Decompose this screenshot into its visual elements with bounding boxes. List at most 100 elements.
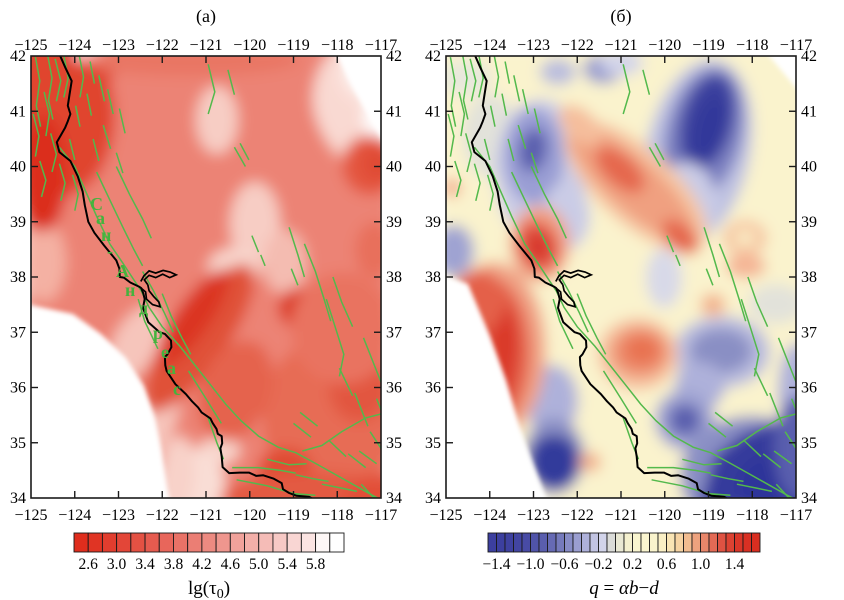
svg-text:С: С	[90, 194, 103, 214]
svg-text:−118: −118	[321, 37, 353, 54]
svg-text:−0.6: −0.6	[550, 556, 578, 573]
svg-text:р: р	[153, 323, 163, 343]
svg-text:38: 38	[10, 269, 26, 286]
svg-text:3.0: 3.0	[107, 556, 127, 573]
svg-text:−123: −123	[102, 507, 135, 524]
svg-text:42: 42	[425, 48, 441, 65]
svg-text:37: 37	[10, 324, 26, 341]
svg-text:35: 35	[386, 435, 402, 452]
svg-text:−120: −120	[648, 37, 681, 54]
svg-text:−122: −122	[561, 37, 594, 54]
svg-text:36: 36	[386, 380, 402, 397]
svg-text:−122: −122	[146, 37, 179, 54]
svg-text:36: 36	[10, 380, 26, 397]
svg-text:1.4: 1.4	[725, 556, 745, 573]
svg-text:−124: −124	[473, 37, 506, 54]
svg-text:5.4: 5.4	[278, 556, 298, 573]
svg-text:35: 35	[10, 435, 26, 452]
svg-text:3.4: 3.4	[135, 556, 155, 573]
svg-text:35: 35	[425, 435, 441, 452]
svg-text:а: а	[167, 358, 176, 378]
svg-text:−117: −117	[365, 37, 397, 54]
svg-text:37: 37	[801, 324, 817, 341]
svg-text:−117: −117	[365, 507, 397, 524]
svg-text:37: 37	[386, 324, 402, 341]
svg-text:5.0: 5.0	[249, 556, 269, 573]
svg-text:с: с	[173, 379, 181, 399]
svg-text:н: н	[101, 225, 111, 245]
svg-text:4.6: 4.6	[221, 556, 241, 573]
svg-text:1.0: 1.0	[691, 556, 711, 573]
svg-text:(а): (а)	[196, 6, 216, 27]
svg-text:36: 36	[425, 380, 441, 397]
svg-text:q = αb−d: q = αb−d	[589, 578, 659, 599]
svg-text:−117: −117	[780, 37, 812, 54]
svg-text:2.6: 2.6	[79, 556, 99, 573]
svg-text:−125: −125	[429, 507, 462, 524]
svg-text:−121: −121	[604, 37, 637, 54]
svg-text:А: А	[116, 261, 129, 281]
svg-text:39: 39	[386, 214, 402, 231]
svg-text:−119: −119	[692, 507, 724, 524]
svg-text:34: 34	[425, 490, 441, 507]
svg-text:е: е	[161, 342, 169, 362]
svg-text:35: 35	[801, 435, 817, 452]
svg-text:0.2: 0.2	[623, 556, 642, 573]
svg-text:34: 34	[386, 490, 402, 507]
svg-text:−119: −119	[692, 37, 724, 54]
svg-text:38: 38	[386, 269, 402, 286]
svg-text:−125: −125	[14, 37, 47, 54]
svg-text:41: 41	[10, 103, 26, 120]
svg-text:−118: −118	[736, 37, 768, 54]
svg-text:38: 38	[801, 269, 817, 286]
svg-text:-: -	[107, 241, 113, 261]
svg-text:н: н	[125, 280, 135, 300]
svg-text:0.6: 0.6	[657, 556, 677, 573]
svg-text:−124: −124	[58, 507, 91, 524]
svg-text:37: 37	[425, 324, 441, 341]
svg-text:41: 41	[425, 103, 441, 120]
svg-text:5.8: 5.8	[306, 556, 326, 573]
svg-text:−120: −120	[233, 37, 266, 54]
svg-text:−0.2: −0.2	[584, 556, 612, 573]
svg-text:−125: −125	[14, 507, 47, 524]
svg-text:−122: −122	[146, 507, 179, 524]
svg-text:39: 39	[10, 214, 26, 231]
svg-text:40: 40	[386, 159, 402, 176]
svg-text:lg(τ0): lg(τ0)	[188, 578, 230, 600]
svg-text:34: 34	[801, 490, 817, 507]
svg-text:−118: −118	[321, 507, 353, 524]
svg-text:−119: −119	[277, 37, 309, 54]
svg-text:(б): (б)	[610, 6, 631, 27]
svg-text:−1.4: −1.4	[482, 556, 510, 573]
svg-text:4.2: 4.2	[192, 556, 211, 573]
svg-text:42: 42	[801, 48, 817, 65]
svg-text:−124: −124	[58, 37, 91, 54]
svg-text:−118: −118	[736, 507, 768, 524]
svg-text:34: 34	[10, 490, 26, 507]
svg-text:39: 39	[425, 214, 441, 231]
svg-text:42: 42	[386, 48, 402, 65]
svg-text:−121: −121	[189, 37, 222, 54]
svg-text:39: 39	[801, 214, 817, 231]
svg-text:−120: −120	[648, 507, 681, 524]
svg-text:−1.0: −1.0	[516, 556, 544, 573]
svg-text:40: 40	[801, 159, 817, 176]
svg-text:3.8: 3.8	[164, 556, 184, 573]
svg-text:−117: −117	[780, 507, 812, 524]
svg-text:38: 38	[425, 269, 441, 286]
svg-text:а: а	[96, 208, 105, 228]
svg-text:40: 40	[10, 159, 26, 176]
svg-text:д: д	[139, 298, 148, 318]
svg-text:40: 40	[425, 159, 441, 176]
svg-text:−121: −121	[604, 507, 637, 524]
svg-text:−123: −123	[102, 37, 135, 54]
svg-text:−123: −123	[517, 507, 550, 524]
svg-text:−125: −125	[429, 37, 462, 54]
svg-text:−121: −121	[189, 507, 222, 524]
svg-text:−124: −124	[473, 507, 506, 524]
svg-text:42: 42	[10, 48, 26, 65]
svg-text:−119: −119	[277, 507, 309, 524]
svg-text:−123: −123	[517, 37, 550, 54]
svg-text:−122: −122	[561, 507, 594, 524]
